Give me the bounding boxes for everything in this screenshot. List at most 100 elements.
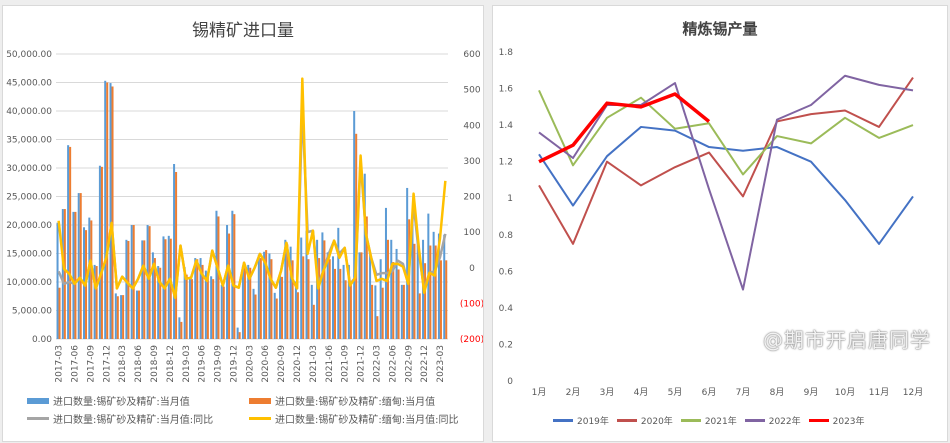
bar (397, 269, 400, 339)
bar (342, 264, 345, 339)
bar (302, 256, 305, 339)
bar (437, 233, 440, 339)
bar (374, 285, 377, 339)
legend-item: 2020年 (616, 414, 673, 427)
bar (406, 187, 409, 339)
bar (252, 288, 255, 339)
legend-swatch (27, 417, 49, 420)
bar (445, 260, 448, 339)
bar (226, 225, 229, 339)
legend-label: 2022年 (768, 417, 801, 427)
bar (190, 279, 193, 339)
x-tick-label: 2020-09 (277, 345, 287, 383)
legend-swatch (553, 419, 573, 422)
y-tick-label: 20,000.00 (6, 221, 52, 231)
x-tick-label: 2022-09 (404, 345, 414, 383)
legend-item: 2019年 (553, 414, 609, 427)
x-tick-label: 5月 (668, 387, 683, 398)
bar (379, 259, 382, 339)
bar (236, 327, 239, 339)
y-tick-label: 15,000.00 (6, 250, 52, 260)
bar (157, 266, 160, 339)
bar (300, 237, 303, 339)
bar (153, 258, 156, 339)
x-tick-label: 1月 (532, 387, 547, 398)
x-tick-label: 2019-03 (182, 345, 192, 383)
bar (360, 252, 363, 339)
bar (204, 270, 207, 339)
bar (196, 259, 199, 339)
y-tick-label: 1.2 (499, 158, 513, 168)
x-tick-label: 2022-06 (388, 345, 398, 383)
bar (194, 258, 197, 339)
bar (201, 264, 204, 339)
bar (347, 264, 350, 339)
legend-label: 进口数量:锡矿砂及精矿:缅甸:当月值:同比 (275, 415, 459, 426)
y-tick-label: 1.4 (499, 121, 514, 131)
bar (185, 274, 188, 339)
legend-item: 进口数量:锡矿砂及精矿:当月值 (27, 393, 190, 408)
legend-swatch (680, 419, 701, 422)
bar (369, 252, 372, 339)
bar (220, 284, 223, 339)
x-tick-label: 2021-03 (309, 345, 319, 383)
refined-tin-chart: 0 0.2 0.4 0.6 0.8 1 1.2 1.4 1.6 1.8 1月 2月 3月 4月 5月 6月 7月… (499, 48, 924, 398)
bar (273, 292, 276, 339)
y2-tick-label: 600 (463, 50, 480, 60)
y2-tick-label: (200) (460, 335, 483, 345)
bar (116, 296, 119, 339)
bar (429, 245, 432, 339)
bar (188, 279, 191, 339)
bar (326, 252, 329, 339)
legend-swatch (808, 419, 829, 422)
legend: 2019年 2020年 2021年 2022年 2023年 (553, 414, 865, 427)
legend-label: 2021年 (704, 417, 737, 427)
chart-title: 精炼锡产量 (682, 20, 758, 38)
bar (349, 284, 352, 339)
series-line (57, 77, 447, 299)
legend-swatch (616, 419, 637, 422)
x-tick-label: 2019-12 (229, 345, 239, 383)
import-chart-panel: 锡精矿进口量 0.00 5,000.00 10,000.00 15,000.00 20,… (2, 5, 484, 442)
bar (127, 240, 130, 339)
bar (141, 240, 144, 339)
bar (104, 80, 107, 339)
bar (231, 210, 234, 339)
bar (93, 264, 96, 339)
bar (130, 225, 133, 339)
bar (180, 321, 183, 339)
bar (210, 276, 213, 339)
watermark: @期市开启唐同学 (763, 328, 931, 352)
y-tick-label: 10,000.00 (6, 278, 52, 288)
y-tick-label: 0.00 (32, 335, 52, 345)
legend-label: 进口数量:锡矿砂及精矿:当月值 (53, 397, 190, 408)
bar (390, 239, 393, 339)
bar (307, 259, 310, 339)
bar (416, 245, 419, 339)
bar (228, 233, 231, 339)
bar (243, 267, 246, 339)
x-tick-label: 2017-09 (86, 345, 96, 383)
bar (120, 295, 123, 339)
y-tick-label: 50,000.00 (6, 50, 52, 60)
bar (275, 298, 278, 339)
y-tick-label: 1.6 (499, 85, 514, 95)
bar (238, 332, 241, 339)
bar (241, 266, 244, 339)
x-tick-label: 11月 (869, 387, 889, 398)
y2-tick-label: 300 (463, 157, 480, 167)
x-tick-label: 6月 (702, 387, 717, 398)
bar (77, 193, 80, 339)
bar (178, 317, 181, 339)
x-tick-label: 8月 (770, 387, 785, 398)
bar (67, 145, 70, 339)
y-tick-label: 0.8 (499, 231, 514, 241)
bar (381, 287, 384, 339)
x-tick-label: 2017-06 (71, 345, 81, 383)
y-tick-label: 1.8 (499, 48, 514, 58)
bar (122, 295, 125, 339)
series-line (538, 77, 914, 245)
bar (125, 239, 128, 339)
bar (439, 260, 442, 339)
x-tick-label: 2019-06 (198, 345, 208, 383)
